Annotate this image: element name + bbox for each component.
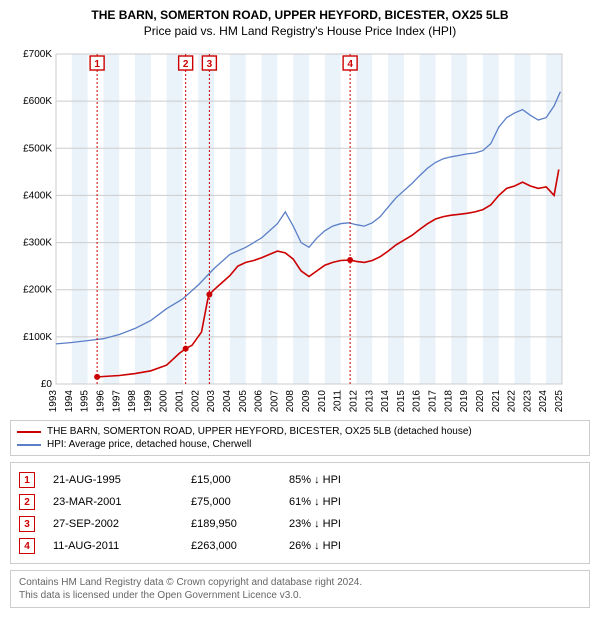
table-row: 4 11-AUG-2011 £263,000 26% ↓ HPI [19,535,581,557]
table-row: 3 27-SEP-2002 £189,950 23% ↓ HPI [19,513,581,535]
svg-text:2023: 2023 [522,390,533,413]
svg-text:3: 3 [207,59,213,70]
svg-text:2004: 2004 [222,390,233,413]
svg-text:1997: 1997 [111,390,122,413]
legend-row-hpi: HPI: Average price, detached house, Cher… [17,438,583,451]
transaction-date: 11-AUG-2011 [53,540,173,552]
svg-text:£600K: £600K [23,96,52,107]
footer-line-1: Contains HM Land Registry data © Crown c… [19,576,581,589]
footer-line-2: This data is licensed under the Open Gov… [19,589,581,602]
svg-text:2011: 2011 [333,390,344,412]
title-sub: Price paid vs. HM Land Registry's House … [10,24,590,38]
svg-text:£500K: £500K [23,143,52,154]
transaction-marker-3: 3 [19,516,35,532]
svg-text:2016: 2016 [412,390,423,413]
svg-text:2025: 2025 [554,390,565,413]
svg-text:2003: 2003 [206,390,217,413]
svg-text:£100K: £100K [23,332,52,343]
svg-text:1995: 1995 [80,390,91,413]
legend-label-property: THE BARN, SOMERTON ROAD, UPPER HEYFORD, … [47,426,472,437]
svg-text:£200K: £200K [23,285,52,296]
svg-text:2017: 2017 [428,390,439,413]
svg-text:£400K: £400K [23,190,52,201]
svg-text:2001: 2001 [175,390,186,413]
svg-text:2: 2 [183,59,189,70]
svg-text:1: 1 [94,59,100,70]
transaction-delta: 23% ↓ HPI [289,518,581,530]
transaction-date: 21-AUG-1995 [53,474,173,486]
transaction-date: 23-MAR-2001 [53,496,173,508]
svg-text:2007: 2007 [269,390,280,413]
svg-text:2024: 2024 [538,390,549,413]
svg-text:1998: 1998 [127,390,138,413]
transaction-date: 27-SEP-2002 [53,518,173,530]
chart-container: THE BARN, SOMERTON ROAD, UPPER HEYFORD, … [0,0,600,616]
svg-text:1993: 1993 [48,390,59,413]
svg-text:2020: 2020 [475,390,486,413]
svg-text:2021: 2021 [491,390,502,413]
svg-text:2006: 2006 [254,390,265,413]
transaction-price: £75,000 [191,496,271,508]
legend-swatch-property [17,431,41,433]
table-row: 2 23-MAR-2001 £75,000 61% ↓ HPI [19,491,581,513]
legend-row-property: THE BARN, SOMERTON ROAD, UPPER HEYFORD, … [17,425,583,438]
chart-area: £0 £100K £200K £300K £400K £500K £600K £700K 199… [10,44,590,414]
transactions-box: 1 21-AUG-1995 £15,000 85% ↓ HPI 2 23-MAR… [10,462,590,564]
svg-text:2000: 2000 [159,390,170,413]
svg-text:£300K: £300K [23,238,52,249]
transaction-marker-1: 1 [19,472,35,488]
footer-box: Contains HM Land Registry data © Crown c… [10,570,590,608]
transaction-marker-2: 2 [19,494,35,510]
svg-text:1994: 1994 [64,390,75,413]
transaction-price: £263,000 [191,540,271,552]
svg-text:2013: 2013 [364,390,375,413]
legend-box: THE BARN, SOMERTON ROAD, UPPER HEYFORD, … [10,420,590,456]
legend-swatch-hpi [17,444,41,446]
svg-text:2009: 2009 [301,390,312,413]
svg-text:2008: 2008 [285,390,296,413]
svg-text:2002: 2002 [190,390,201,413]
svg-text:1996: 1996 [95,390,106,413]
svg-text:£700K: £700K [23,49,52,60]
svg-text:2012: 2012 [348,390,359,413]
svg-text:2014: 2014 [380,390,391,413]
legend-label-hpi: HPI: Average price, detached house, Cher… [47,439,251,450]
transaction-delta: 85% ↓ HPI [289,474,581,486]
svg-text:2010: 2010 [317,390,328,413]
table-row: 1 21-AUG-1995 £15,000 85% ↓ HPI [19,469,581,491]
svg-text:2018: 2018 [443,390,454,413]
transaction-marker-4: 4 [19,538,35,554]
svg-text:1999: 1999 [143,390,154,413]
title-block: THE BARN, SOMERTON ROAD, UPPER HEYFORD, … [10,8,590,38]
transaction-delta: 26% ↓ HPI [289,540,581,552]
svg-text:4: 4 [347,59,353,70]
svg-text:2022: 2022 [507,390,518,413]
transaction-price: £189,950 [191,518,271,530]
transaction-delta: 61% ↓ HPI [289,496,581,508]
svg-text:2005: 2005 [238,390,249,413]
svg-text:2015: 2015 [396,390,407,413]
svg-text:£0: £0 [41,379,53,390]
svg-text:2019: 2019 [459,390,470,413]
transaction-price: £15,000 [191,474,271,486]
chart-svg: £0 £100K £200K £300K £400K £500K £600K £700K 199… [10,44,570,414]
title-main: THE BARN, SOMERTON ROAD, UPPER HEYFORD, … [10,8,590,22]
